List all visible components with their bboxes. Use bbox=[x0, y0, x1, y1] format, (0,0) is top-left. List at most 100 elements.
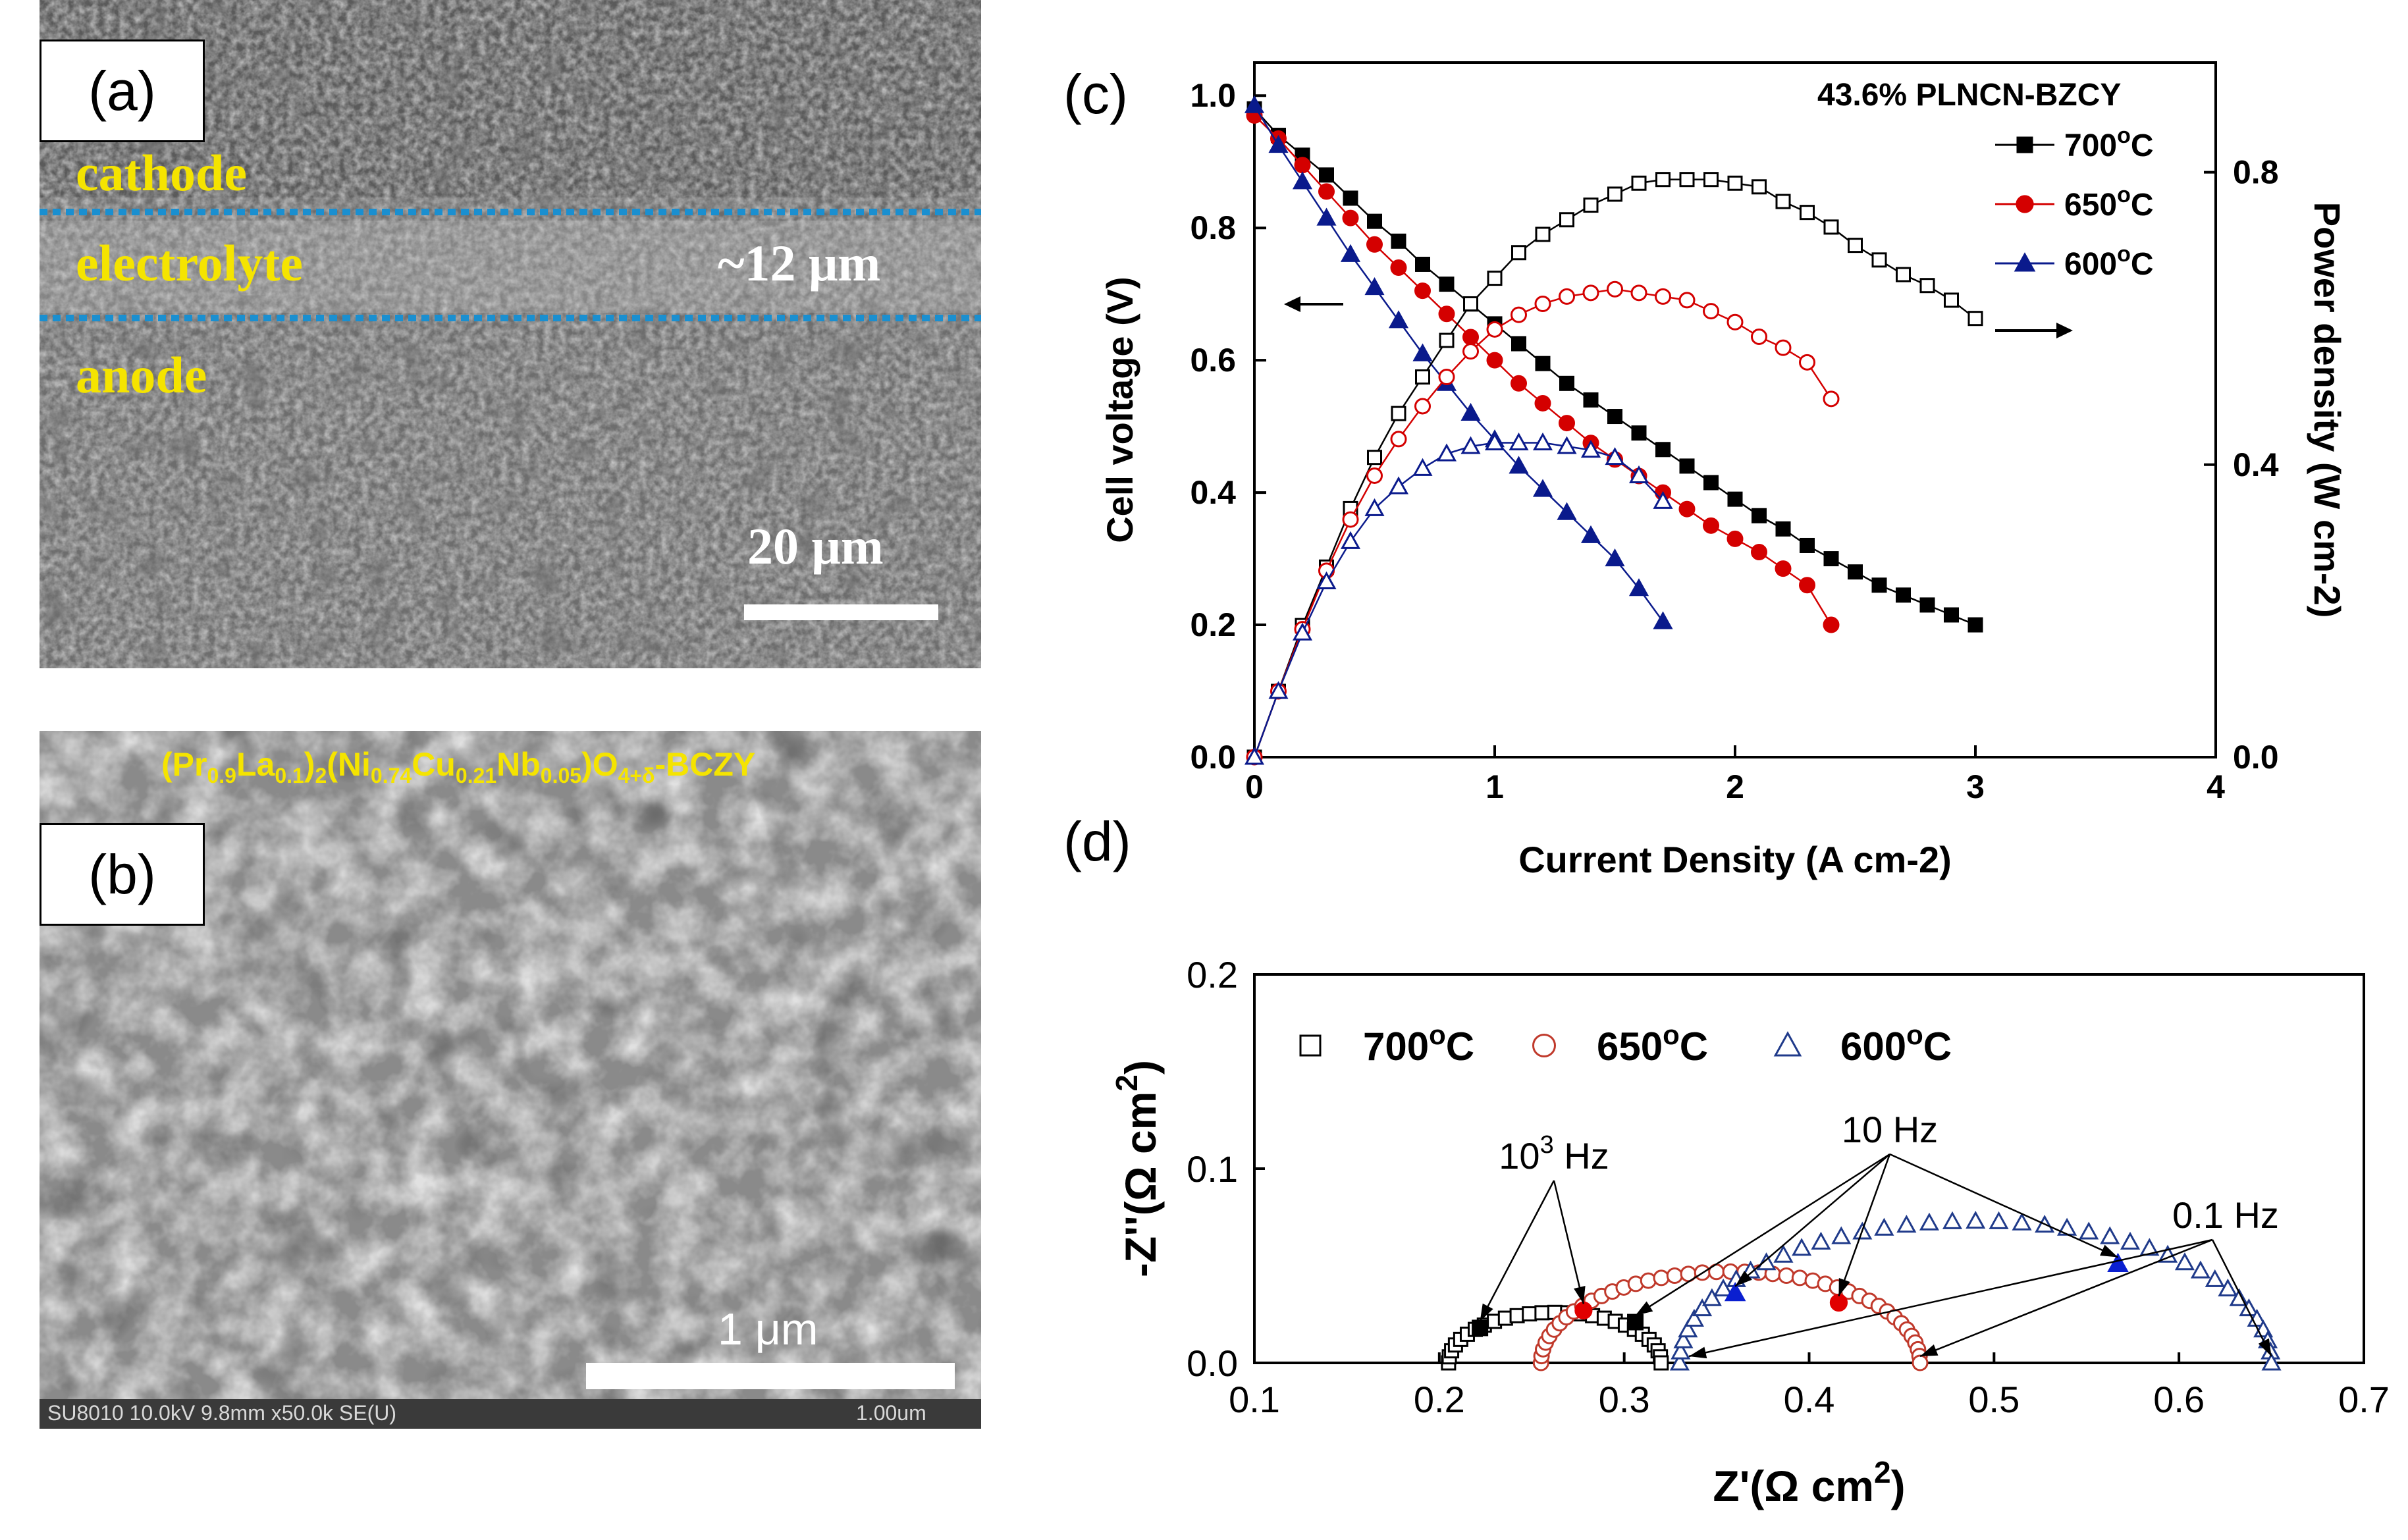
highlighted-point bbox=[1627, 1314, 1644, 1331]
data-point bbox=[1910, 1341, 1927, 1358]
left-axis-arrowhead bbox=[1284, 296, 1300, 312]
data-point bbox=[1694, 1264, 1711, 1281]
data-point bbox=[1439, 332, 1455, 348]
frequency-annotation: 10 Hz bbox=[1842, 1109, 1938, 1150]
annotation-arrowhead bbox=[1838, 1278, 1850, 1296]
data-point bbox=[1919, 1212, 1940, 1231]
data-point bbox=[1911, 1348, 1928, 1365]
series-line bbox=[1254, 108, 1976, 626]
data-point bbox=[1294, 621, 1311, 638]
right-axis-arrowhead bbox=[2056, 323, 2073, 338]
y-tick-label: 0.1 bbox=[1187, 1148, 1238, 1190]
annotation-arrow bbox=[1688, 1238, 2213, 1358]
x-tick-label: 3 bbox=[1966, 768, 1985, 805]
data-point bbox=[1460, 402, 1481, 421]
data-point bbox=[1604, 1283, 1621, 1300]
data-point bbox=[1653, 1269, 1670, 1287]
data-point bbox=[1268, 135, 1289, 153]
data-point bbox=[1903, 1327, 1920, 1344]
data-point bbox=[1726, 530, 1744, 547]
data-point bbox=[1367, 213, 1382, 229]
data-point bbox=[1792, 1238, 1812, 1256]
data-point bbox=[1535, 356, 1551, 371]
data-point bbox=[1557, 436, 1577, 454]
data-point bbox=[2218, 1278, 2238, 1296]
data-point bbox=[1462, 329, 1479, 346]
data-point bbox=[1319, 559, 1334, 575]
data-point bbox=[1580, 525, 1601, 543]
data-point bbox=[1870, 1298, 1887, 1315]
annotation-arrow bbox=[1479, 1180, 1555, 1322]
sem-cross-section-texture bbox=[40, 0, 981, 668]
data-point bbox=[1487, 271, 1503, 286]
data-point bbox=[1582, 284, 1599, 302]
x-tick-label: 0.2 bbox=[1414, 1379, 1465, 1420]
electrolyte-thickness: ~12 μm bbox=[718, 234, 881, 292]
data-point bbox=[2258, 1330, 2278, 1348]
data-point bbox=[1713, 1278, 1734, 1296]
data-point bbox=[1750, 1264, 1767, 1281]
formula-part: ) bbox=[304, 746, 315, 783]
data-point bbox=[1580, 439, 1601, 458]
data-point bbox=[1509, 1308, 1525, 1323]
data-point bbox=[1547, 1304, 1563, 1320]
legend-marker bbox=[1299, 1034, 1322, 1057]
data-point bbox=[1535, 226, 1551, 242]
data-point bbox=[1388, 310, 1409, 329]
highlighted-point bbox=[1472, 1319, 1489, 1337]
data-point bbox=[1607, 186, 1622, 202]
legend-label: 700oC bbox=[2064, 123, 2154, 163]
data-point bbox=[1342, 209, 1359, 226]
data-point bbox=[1292, 171, 1313, 190]
data-point bbox=[1453, 1331, 1468, 1347]
data-point bbox=[2174, 1252, 2195, 1271]
data-point bbox=[1799, 577, 1815, 594]
legend-label: 600oC bbox=[1840, 1019, 1952, 1069]
data-point bbox=[1565, 1303, 1582, 1320]
panel-label-b: (b) bbox=[40, 823, 205, 926]
x-tick-label: 0.7 bbox=[2338, 1379, 2390, 1420]
data-point bbox=[1775, 339, 1792, 356]
data-point bbox=[1966, 1211, 1986, 1229]
formula-part: (Pr bbox=[161, 746, 207, 783]
data-point bbox=[1775, 521, 1791, 537]
data-point bbox=[1736, 1263, 1753, 1281]
data-point bbox=[1630, 284, 1647, 302]
data-point bbox=[1692, 1298, 1713, 1317]
data-point bbox=[1441, 1349, 1457, 1365]
data-point bbox=[1391, 406, 1406, 421]
data-point bbox=[2253, 1319, 2274, 1338]
legend-marker bbox=[2014, 252, 2036, 272]
data-point bbox=[1673, 1330, 1694, 1348]
data-point bbox=[1708, 1263, 1725, 1281]
data-point bbox=[1438, 369, 1455, 386]
data-point bbox=[1655, 172, 1671, 188]
x-axis-title: Current Density (A cm-2) bbox=[1518, 839, 1952, 880]
data-point bbox=[1319, 167, 1334, 183]
data-point bbox=[1631, 175, 1647, 191]
data-point bbox=[1463, 296, 1478, 311]
data-point bbox=[1366, 236, 1383, 253]
data-point bbox=[1340, 531, 1361, 549]
data-point bbox=[1607, 1314, 1623, 1329]
data-point bbox=[1268, 681, 1289, 699]
data-point bbox=[1364, 277, 1385, 296]
annotation-arrowhead bbox=[2100, 1244, 2118, 1258]
data-point bbox=[2239, 1298, 2259, 1317]
data-point bbox=[1678, 500, 1696, 518]
x-tick-label: 0.5 bbox=[1968, 1379, 2020, 1420]
data-point bbox=[1684, 1308, 1704, 1327]
annotation-arrow bbox=[1634, 1153, 1890, 1317]
y-right-tick-label: 0.0 bbox=[2233, 739, 2279, 776]
data-point bbox=[1653, 1355, 1669, 1371]
y-right-axis-title: Power density (W cm-2) bbox=[2307, 202, 2348, 618]
data-point bbox=[1551, 1315, 1568, 1332]
data-point bbox=[2261, 1352, 2282, 1371]
y-left-tick-label: 0.6 bbox=[1190, 342, 1236, 379]
series-line bbox=[1253, 105, 1664, 622]
data-point bbox=[2100, 1226, 2120, 1244]
data-point bbox=[1886, 1309, 1903, 1326]
data-point bbox=[1295, 618, 1310, 633]
data-point bbox=[1364, 498, 1385, 516]
data-point bbox=[1703, 517, 1719, 534]
